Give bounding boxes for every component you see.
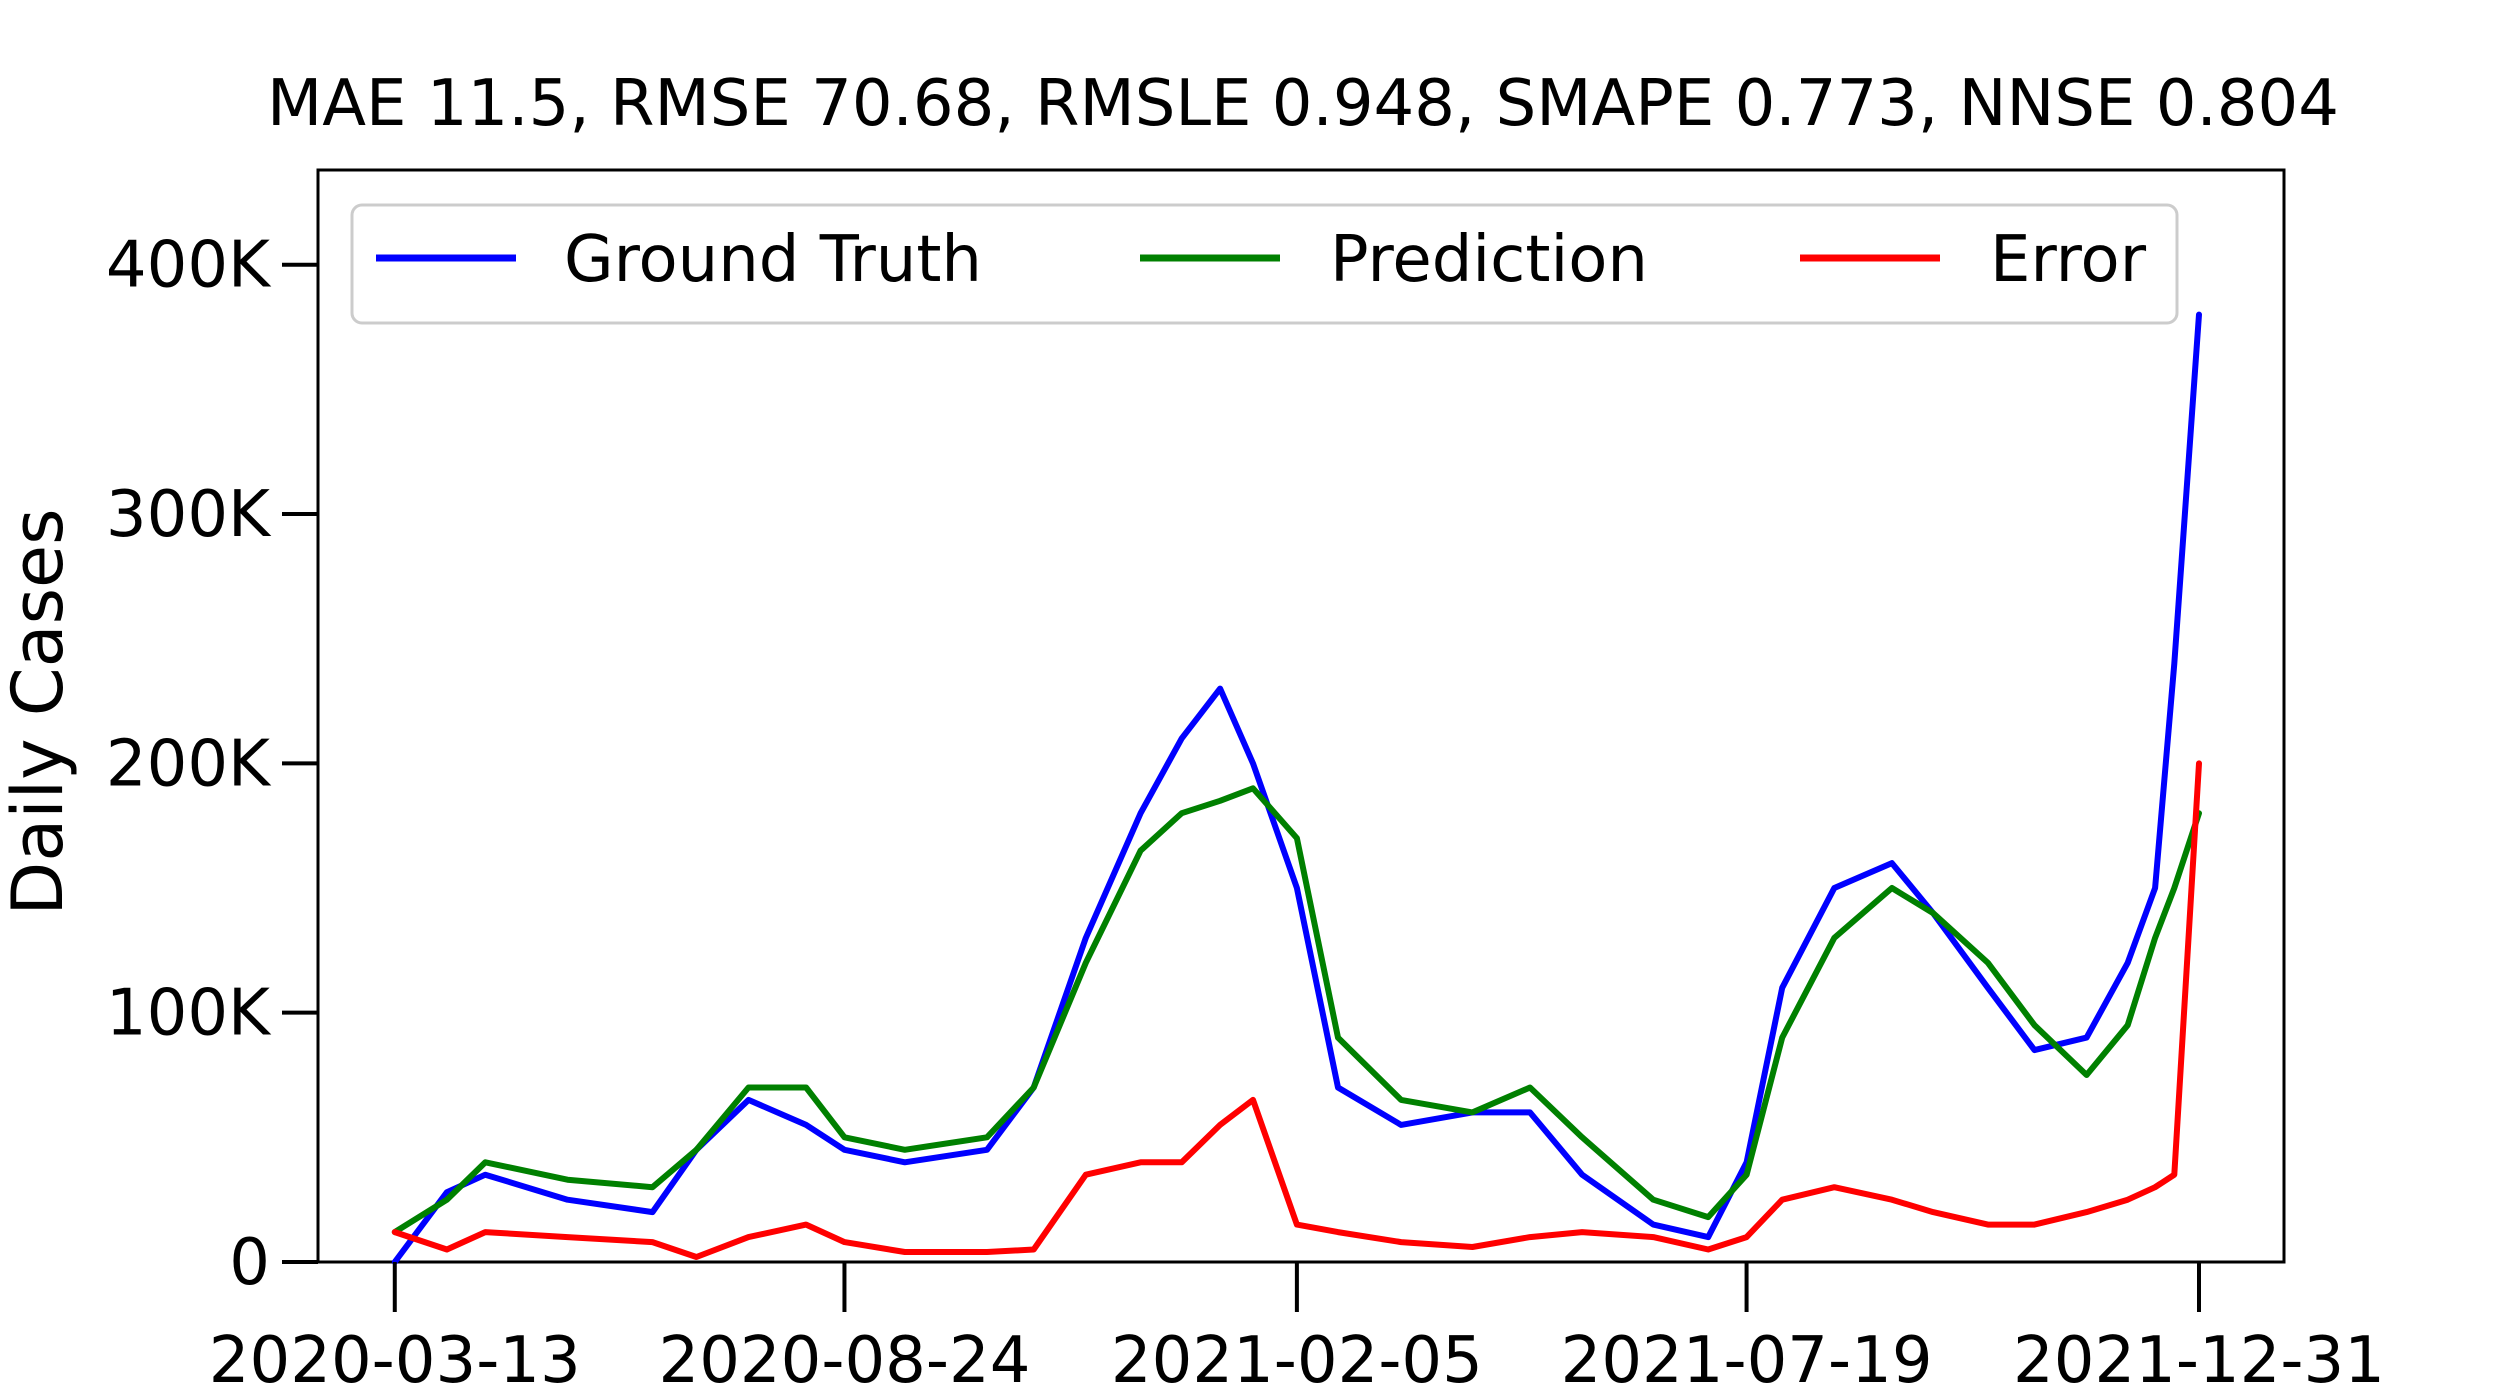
y-tick-label: 300K	[106, 478, 272, 552]
chart-title: MAE 11.5, RMSE 70.68, RMSLE 0.948, SMAPE…	[267, 67, 2339, 141]
series-layer	[391, 311, 2202, 1265]
legend-label: Ground Truth	[564, 223, 982, 297]
series-line-prediction	[391, 785, 2202, 1236]
x-tick-label: 2020-03-13	[209, 1324, 581, 1398]
legend-label: Error	[1990, 223, 2147, 297]
y-tick-label: 200K	[106, 727, 272, 801]
y-axis-label: Daily Cases	[0, 508, 79, 915]
legend: Ground Truth Prediction Error	[350, 203, 2179, 325]
x-tick-label: 2020-08-24	[658, 1324, 1030, 1398]
x-tick-label: 2021-02-05	[1111, 1324, 1483, 1398]
y-axis: 0 100K 200K 300K 400K	[106, 229, 318, 1300]
y-tick-label: 100K	[106, 977, 272, 1051]
series-line-error	[391, 760, 2202, 1260]
x-axis: 2020-03-13 2020-08-24 2021-02-05 2021-07-19…	[209, 1262, 2385, 1398]
legend-label: Prediction	[1330, 223, 1648, 297]
series-line-ground-truth	[391, 311, 2202, 1265]
x-tick-label: 2021-07-19	[1561, 1324, 1933, 1398]
y-tick-label: 0	[229, 1226, 270, 1300]
y-tick-label: 400K	[106, 229, 272, 303]
x-tick-label: 2021-12-31	[2013, 1324, 2385, 1398]
legend-box	[350, 203, 2179, 325]
plot-area	[316, 168, 2286, 1264]
